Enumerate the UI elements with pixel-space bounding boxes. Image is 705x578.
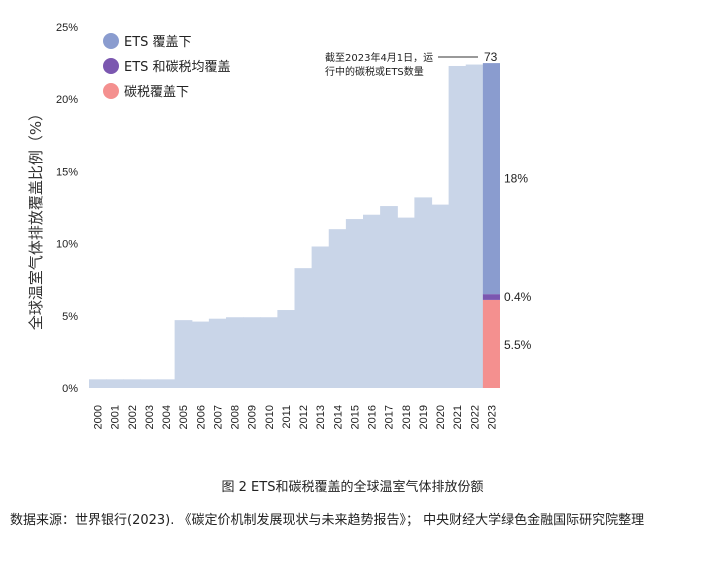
x-tick-label: 2004: [161, 405, 173, 429]
x-tick-label: 2014: [332, 405, 344, 429]
x-tick-label: 2022: [469, 405, 481, 429]
legend-marker: [103, 58, 119, 74]
stack-label-2: 18%: [504, 172, 528, 186]
x-tick-label: 2010: [264, 405, 276, 429]
bar-2004: [157, 379, 176, 388]
bar-2006: [191, 321, 210, 388]
chart: 全球温室气体排放覆盖比例（%） 0% 5% 10% 15% 20% 25% 5.5% 0.4…: [27, 22, 532, 429]
legend-label: ETS 覆盖下: [124, 35, 192, 50]
bar-2020: [431, 204, 450, 388]
source-note: 数据来源：世界银行(2023). 《碳定价机制发展现状与未来趋势报告》； 中央财…: [10, 513, 645, 528]
bar-2001: [106, 379, 124, 388]
stack-label-0: 5.5%: [504, 338, 532, 352]
x-axis-ticks: 2000 2001 2002 2003 2004 2005 2006 2007 2008 2009…: [93, 405, 499, 429]
bar-2018: [397, 217, 415, 388]
bars: [89, 64, 484, 388]
x-tick-label: 2008: [230, 405, 242, 429]
y-tick-label: 10%: [56, 239, 78, 251]
y-tick-label: 25%: [56, 22, 78, 34]
y-tick-label: 0%: [62, 383, 78, 395]
x-tick-label: 2020: [435, 405, 447, 429]
x-tick-label: 2018: [401, 405, 413, 429]
y-tick-label: 20%: [56, 94, 78, 106]
bar-2005: [174, 320, 193, 388]
bar-2003: [140, 379, 159, 388]
x-tick-label: 2016: [367, 405, 379, 429]
x-tick-label: 2015: [349, 405, 361, 429]
bar-2021: [448, 65, 467, 388]
x-tick-label: 2000: [93, 405, 105, 429]
bar-2019: [414, 197, 433, 388]
x-tick-label: 2005: [178, 405, 190, 429]
annotation-line2: 行中的碳税或ETS数量: [325, 65, 424, 78]
x-tick-label: 2017: [384, 405, 396, 429]
y-axis-ticks: 0% 5% 10% 15% 20% 25%: [56, 22, 78, 395]
bar-2012: [294, 268, 313, 388]
stack-segment-0: [482, 299, 500, 388]
x-tick-label: 2013: [315, 405, 327, 429]
bar-2000: [89, 379, 107, 388]
x-tick-label: 2001: [110, 405, 122, 429]
x-tick-label: 2012: [298, 405, 310, 429]
bar-2007: [208, 318, 227, 388]
x-tick-label: 2003: [144, 405, 156, 429]
bar-2009: [243, 317, 261, 388]
legend-label: ETS 和碳税均覆盖: [124, 60, 231, 75]
bar-2002: [123, 379, 141, 388]
bar-2017: [380, 206, 398, 388]
bar-2013: [311, 246, 330, 388]
x-tick-label: 2021: [452, 405, 464, 429]
stack-label-1: 0.4%: [504, 290, 532, 304]
y-axis-label: 全球温室气体排放覆盖比例（%）: [27, 106, 45, 330]
x-tick-label: 2009: [247, 405, 259, 429]
annotation-line1: 截至2023年4月1日，运: [325, 51, 433, 64]
figure-caption: 图 2 ETS和碳税覆盖的全球温室气体排放份额: [221, 480, 484, 495]
x-tick-label: 2023: [486, 405, 498, 429]
bar-2016: [363, 214, 381, 388]
bar-2008: [226, 317, 244, 388]
bar-2014: [328, 229, 347, 388]
stack-segment-1: [482, 294, 500, 300]
legend-label: 碳税覆盖下: [124, 85, 189, 100]
x-tick-label: 2007: [212, 405, 224, 429]
bar-2015: [345, 219, 364, 388]
bar-2011: [277, 310, 296, 388]
annotation: 截至2023年4月1日，运 行中的碳税或ETS数量 73: [325, 50, 498, 78]
annotation-value: 73: [484, 50, 498, 64]
x-tick-label: 2011: [281, 405, 293, 429]
x-tick-label: 2002: [127, 405, 139, 429]
stack-segment-2: [482, 63, 500, 295]
bar-2022: [465, 64, 484, 388]
legend-marker: [103, 33, 119, 49]
stacked-bar-2023: 5.5% 0.4% 18%: [482, 63, 532, 388]
x-tick-label: 2006: [195, 405, 207, 429]
y-tick-label: 15%: [56, 166, 78, 178]
y-tick-label: 5%: [62, 311, 78, 323]
x-tick-label: 2019: [418, 405, 430, 429]
bar-2010: [260, 317, 278, 388]
legend-marker: [103, 83, 119, 99]
